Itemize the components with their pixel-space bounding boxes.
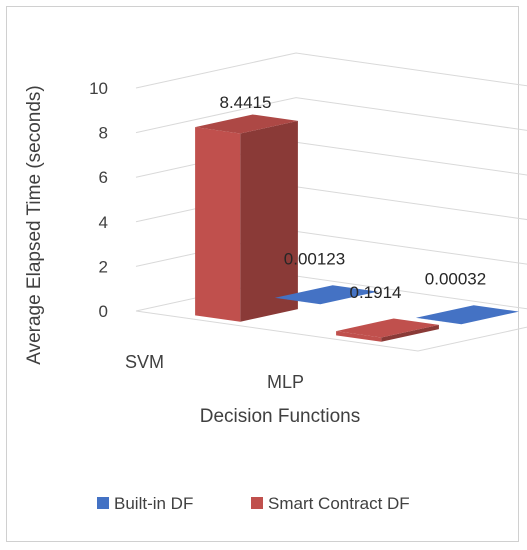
gridline-6 [135,141,527,178]
bar-side-face [240,120,298,322]
gridline-8 [135,97,527,134]
x-axis-title: Decision Functions [200,406,361,427]
bar-front-face [195,127,241,322]
legend-item-smart-contract: Smart Contract DF [251,494,410,513]
bar-top-face [416,305,519,325]
y-tick-4: 4 [99,213,108,232]
data-label-built-in-df-svm: 0.00123 [284,250,345,269]
bar-front-face [336,331,382,342]
data-labels: 8.4415 0.1914 0.00123 0.00032 [220,93,487,302]
bar-built-in-df-svm [275,285,378,305]
category-labels: SVM MLP [125,352,304,392]
legend-label-smart-contract: Smart Contract DF [268,494,410,513]
legend: Built-in DF Smart Contract DF [97,494,410,513]
bars [195,114,519,342]
bar-top-face [275,285,378,305]
legend-swatch-smart-contract [251,497,263,509]
data-label-smart-contract-df-mlp: 0.1914 [350,283,402,302]
gridlines [135,52,527,352]
y-tick-6: 6 [99,168,108,187]
legend-swatch-built-in [97,497,109,509]
gridline-10 [135,52,527,89]
bar-side-face [320,291,378,305]
bar-side-face [461,311,519,325]
y-tick-2: 2 [99,257,108,276]
bar-top-face [195,114,298,134]
category-label-svm: SVM [125,352,164,372]
y-tick-0: 0 [99,302,108,321]
category-label-mlp: MLP [267,372,304,392]
gridline-4 [135,186,527,223]
bar-front-face [275,297,321,305]
y-tick-10: 10 [89,79,108,98]
y-axis-title: Average Elapsed Time (seconds) [24,85,45,365]
bar-smart-contract-df-mlp [336,318,439,342]
data-label-built-in-df-mlp: 0.00032 [425,270,486,289]
bar-top-face [336,318,439,338]
bar-built-in-df-mlp [416,305,519,325]
floor-edge [135,310,527,352]
bar-side-face [381,324,439,342]
legend-label-built-in: Built-in DF [114,494,193,513]
legend-item-built-in: Built-in DF [97,494,193,513]
bar-smart-contract-df-svm [195,114,298,322]
y-tick-8: 8 [99,124,108,143]
data-label-smart-contract-df-svm: 8.4415 [220,93,272,112]
y-tick-labels: 0 2 4 6 8 10 [89,79,108,321]
bar-front-face [416,317,462,325]
